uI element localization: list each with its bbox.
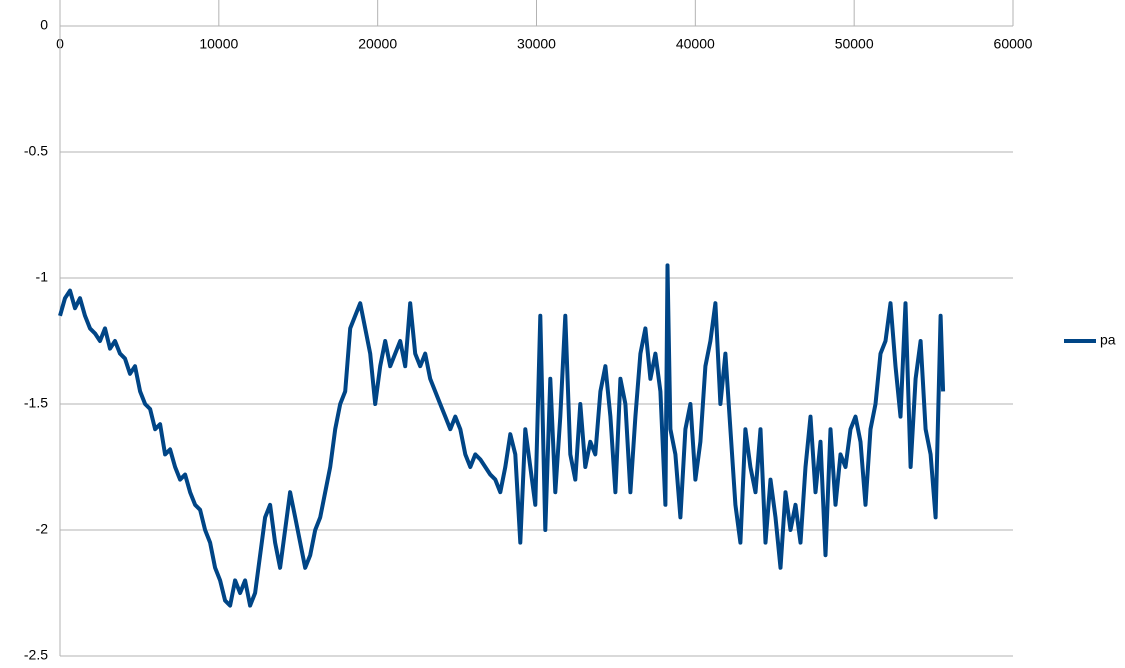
y-tick-label: -0.5 bbox=[24, 143, 48, 159]
data-line bbox=[58, 263, 946, 608]
x-tick-label: 20000 bbox=[358, 36, 397, 52]
y-tick-label: -1.5 bbox=[24, 395, 48, 411]
x-tick-label: 10000 bbox=[199, 36, 238, 52]
x-tick-label: 50000 bbox=[835, 36, 874, 52]
y-tick-label: 0 bbox=[40, 17, 48, 33]
legend-label: pa bbox=[1100, 332, 1116, 348]
x-tick-label: 30000 bbox=[517, 36, 556, 52]
x-tick-label: 40000 bbox=[676, 36, 715, 52]
y-tick-label: -2.5 bbox=[24, 647, 48, 663]
y-tick-label: -1 bbox=[36, 269, 49, 285]
x-tick-label: 60000 bbox=[994, 36, 1033, 52]
y-tick-label: -2 bbox=[36, 521, 49, 537]
